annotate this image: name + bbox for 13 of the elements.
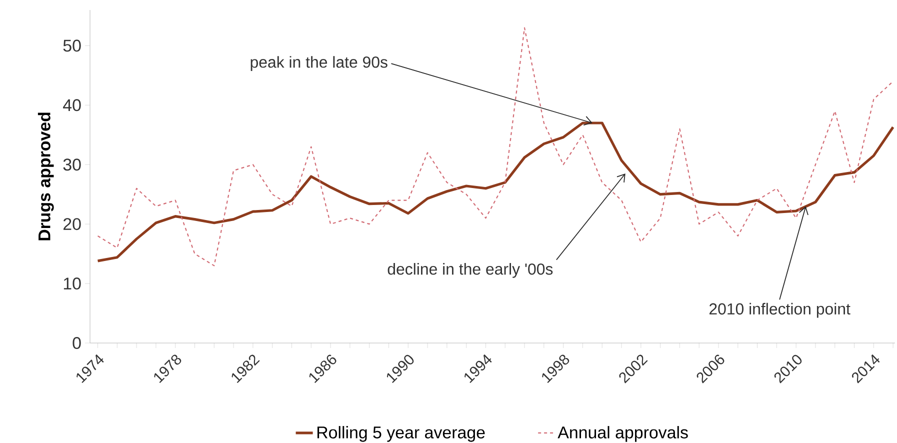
annotation: decline in the early '00s	[388, 263, 553, 278]
annotation: peak in the late 90s	[250, 56, 388, 71]
legend-label: Rolling 5 year average	[317, 426, 485, 442]
y-tick-label: 20	[64, 218, 81, 230]
y-tick-label: 50	[63, 40, 81, 52]
legend-label: Annual approvals	[558, 426, 688, 442]
y-axis-title: Drugs approved	[38, 112, 54, 240]
y-tick-label: 30	[63, 158, 81, 171]
y-tick-label: 10	[64, 278, 81, 290]
annotation: 2010 inflection point	[709, 302, 850, 318]
line-series	[96, 122, 894, 262]
y-tick-label: 40	[63, 99, 81, 112]
y-tick-label: 0	[72, 337, 81, 349]
